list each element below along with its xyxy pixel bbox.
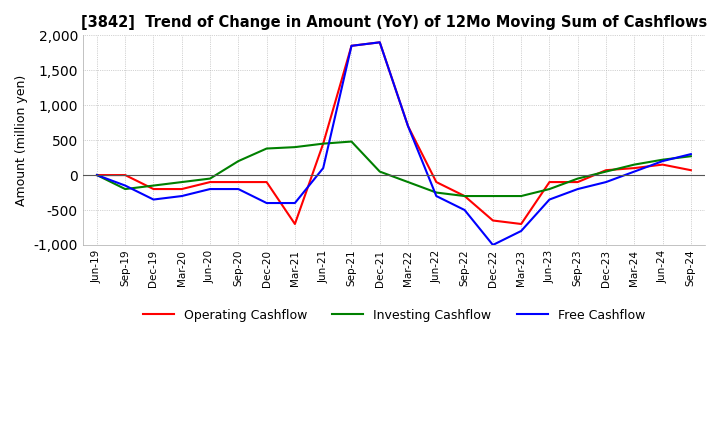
Investing Cashflow — [93, 172, 102, 178]
Investing Cashflow — [432, 190, 441, 195]
Free Cashflow — [404, 124, 413, 129]
Operating Cashflow — [602, 168, 611, 173]
Legend: Operating Cashflow, Investing Cashflow, Free Cashflow: Operating Cashflow, Investing Cashflow, … — [138, 304, 650, 327]
Investing Cashflow — [177, 180, 186, 185]
Investing Cashflow — [658, 157, 667, 162]
Free Cashflow — [347, 43, 356, 48]
Operating Cashflow — [517, 221, 526, 227]
Operating Cashflow — [177, 187, 186, 192]
Free Cashflow — [517, 228, 526, 234]
Investing Cashflow — [121, 187, 130, 192]
Operating Cashflow — [545, 180, 554, 185]
Free Cashflow — [375, 40, 384, 45]
Investing Cashflow — [517, 194, 526, 199]
Operating Cashflow — [234, 180, 243, 185]
Free Cashflow — [206, 187, 215, 192]
Free Cashflow — [460, 207, 469, 213]
Line: Operating Cashflow: Operating Cashflow — [97, 42, 691, 224]
Operating Cashflow — [404, 124, 413, 129]
Operating Cashflow — [149, 187, 158, 192]
Free Cashflow — [291, 200, 300, 205]
Operating Cashflow — [489, 218, 498, 223]
Free Cashflow — [234, 187, 243, 192]
Free Cashflow — [602, 180, 611, 185]
Investing Cashflow — [347, 139, 356, 144]
Operating Cashflow — [432, 180, 441, 185]
Free Cashflow — [658, 158, 667, 164]
Operating Cashflow — [262, 180, 271, 185]
Free Cashflow — [545, 197, 554, 202]
Investing Cashflow — [545, 187, 554, 192]
Operating Cashflow — [121, 172, 130, 178]
Free Cashflow — [121, 183, 130, 188]
Investing Cashflow — [291, 144, 300, 150]
Investing Cashflow — [630, 162, 639, 167]
Investing Cashflow — [206, 176, 215, 181]
Free Cashflow — [573, 187, 582, 192]
Title: [3842]  Trend of Change in Amount (YoY) of 12Mo Moving Sum of Cashflows: [3842] Trend of Change in Amount (YoY) o… — [81, 15, 707, 30]
Line: Investing Cashflow: Investing Cashflow — [97, 142, 691, 196]
Operating Cashflow — [93, 172, 102, 178]
Investing Cashflow — [149, 183, 158, 188]
Investing Cashflow — [573, 176, 582, 181]
Operating Cashflow — [291, 221, 300, 227]
Free Cashflow — [93, 172, 102, 178]
Investing Cashflow — [687, 154, 696, 159]
Investing Cashflow — [262, 146, 271, 151]
Investing Cashflow — [404, 180, 413, 185]
Investing Cashflow — [375, 169, 384, 174]
Free Cashflow — [262, 200, 271, 205]
Operating Cashflow — [573, 180, 582, 185]
Free Cashflow — [432, 194, 441, 199]
Free Cashflow — [149, 197, 158, 202]
Operating Cashflow — [347, 43, 356, 48]
Operating Cashflow — [687, 168, 696, 173]
Y-axis label: Amount (million yen): Amount (million yen) — [15, 74, 28, 206]
Operating Cashflow — [319, 141, 328, 146]
Line: Free Cashflow: Free Cashflow — [97, 42, 691, 245]
Free Cashflow — [489, 242, 498, 248]
Investing Cashflow — [460, 194, 469, 199]
Free Cashflow — [177, 194, 186, 199]
Investing Cashflow — [234, 158, 243, 164]
Free Cashflow — [319, 165, 328, 171]
Operating Cashflow — [658, 162, 667, 167]
Operating Cashflow — [206, 180, 215, 185]
Operating Cashflow — [630, 165, 639, 171]
Free Cashflow — [687, 151, 696, 157]
Investing Cashflow — [489, 194, 498, 199]
Investing Cashflow — [319, 141, 328, 146]
Investing Cashflow — [602, 169, 611, 174]
Operating Cashflow — [375, 40, 384, 45]
Operating Cashflow — [460, 194, 469, 199]
Free Cashflow — [630, 169, 639, 174]
